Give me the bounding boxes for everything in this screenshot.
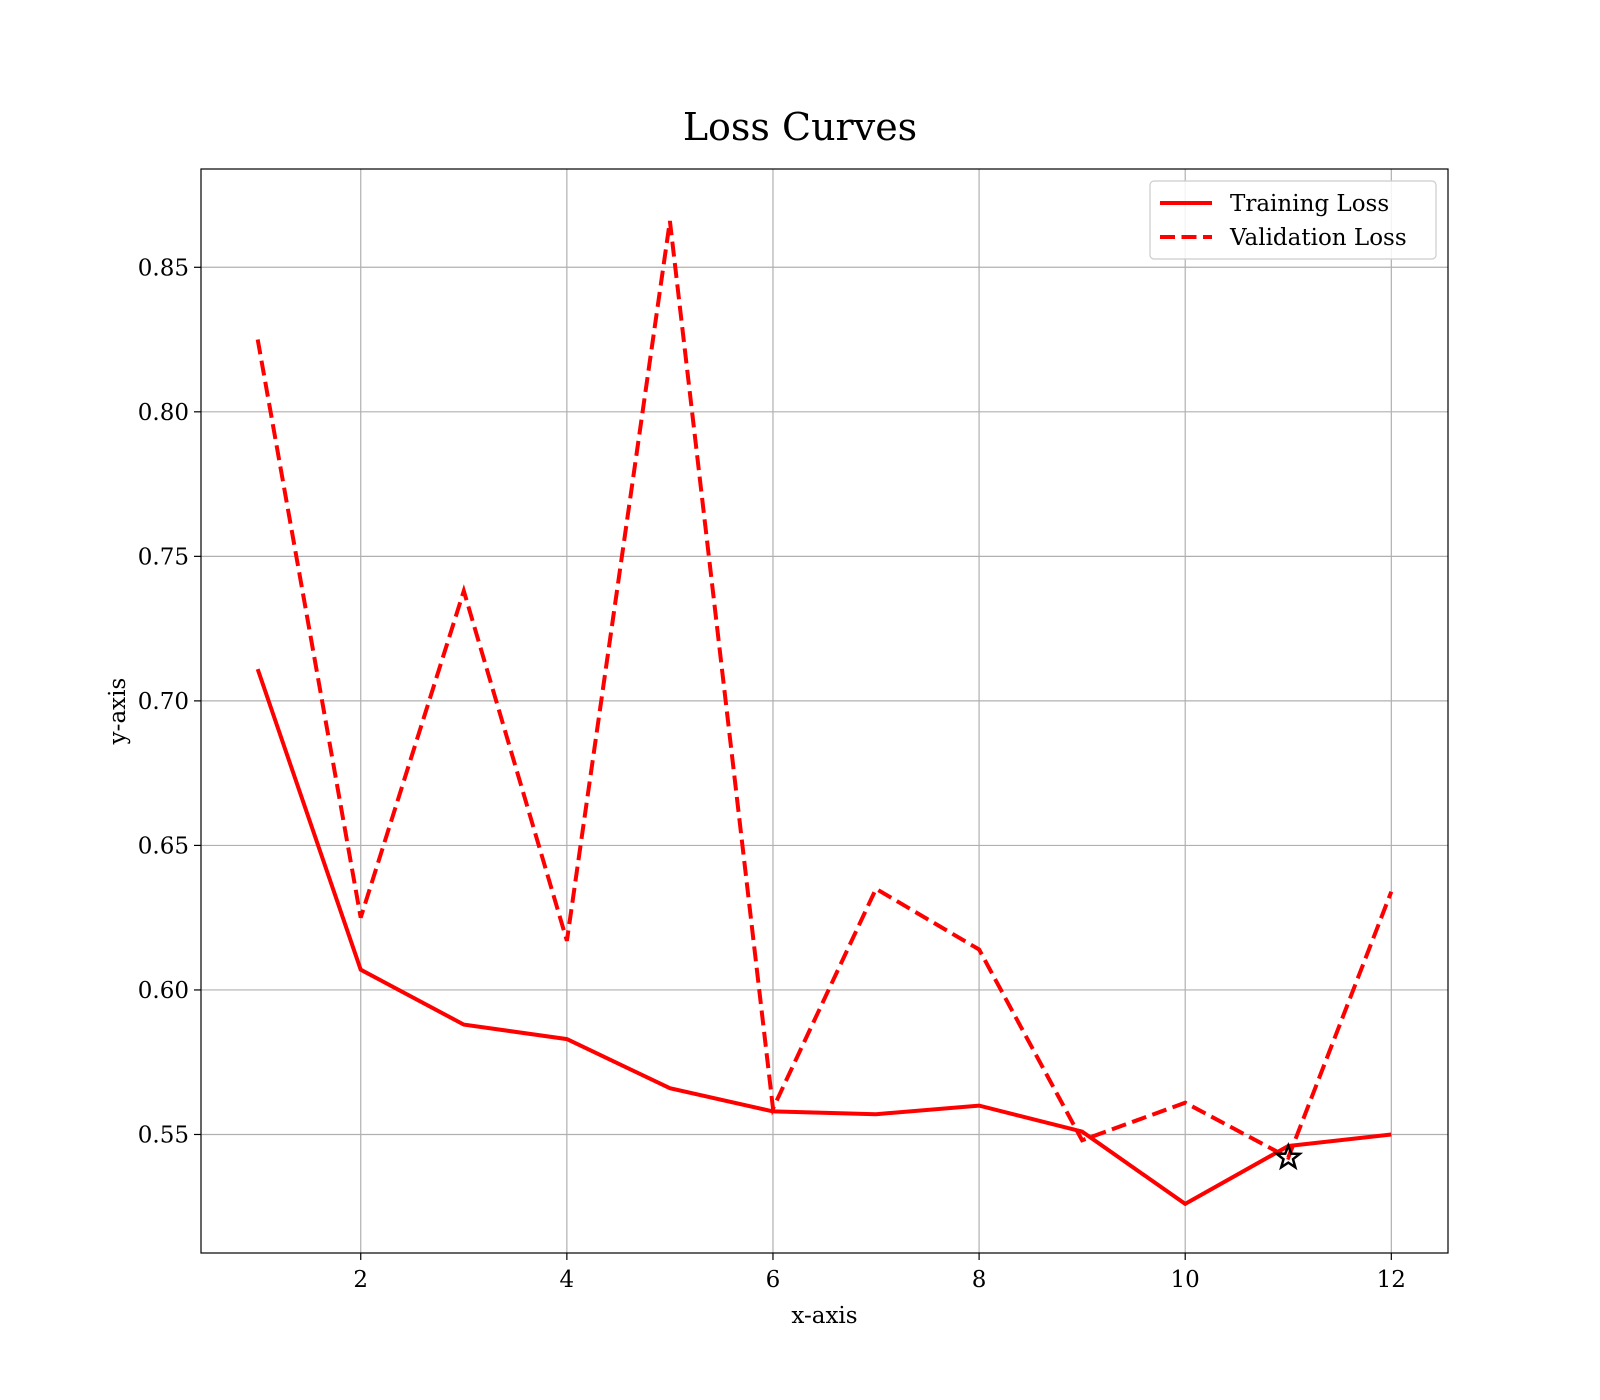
grid bbox=[201, 169, 1448, 1253]
x-tick-label: 10 bbox=[1171, 1267, 1200, 1293]
validation-loss-line bbox=[255, 220, 1394, 1161]
markers bbox=[1273, 1141, 1304, 1171]
legend-box bbox=[1149, 180, 1437, 260]
y-tick-label: 0.80 bbox=[138, 400, 189, 426]
x-tick-label: 8 bbox=[972, 1267, 987, 1293]
chart-title: Loss Curves bbox=[683, 105, 917, 149]
x-tick-label: 2 bbox=[353, 1267, 368, 1293]
y-tick-label: 0.70 bbox=[138, 689, 189, 715]
x-tick-label: 6 bbox=[766, 1267, 781, 1293]
best-validation-star-marker bbox=[1273, 1141, 1304, 1171]
y-tick-label: 0.55 bbox=[138, 1122, 189, 1148]
x-axis-ticks: 2 4 6 8 10 12 bbox=[353, 1253, 1406, 1293]
x-axis-label: x-axis bbox=[791, 1303, 857, 1329]
x-tick-label: 12 bbox=[1377, 1267, 1406, 1293]
legend: Training Loss Validation Loss bbox=[1149, 180, 1437, 260]
y-axis-label: y-axis bbox=[105, 678, 131, 746]
y-tick-label: 0.75 bbox=[138, 544, 189, 570]
legend-label: Training Loss bbox=[1230, 191, 1389, 217]
training-loss-line bbox=[255, 668, 1392, 1207]
legend-label: Validation Loss bbox=[1229, 225, 1407, 251]
series-lines bbox=[255, 220, 1394, 1207]
y-tick-label: 0.65 bbox=[138, 833, 189, 859]
y-tick-label: 0.85 bbox=[138, 255, 189, 281]
y-axis-ticks: 0.55 0.60 0.65 0.70 0.75 0.80 0.85 bbox=[138, 255, 201, 1148]
y-tick-label: 0.60 bbox=[138, 978, 189, 1004]
x-tick-label: 4 bbox=[560, 1267, 575, 1293]
plot-area-frame bbox=[200, 168, 1449, 1254]
